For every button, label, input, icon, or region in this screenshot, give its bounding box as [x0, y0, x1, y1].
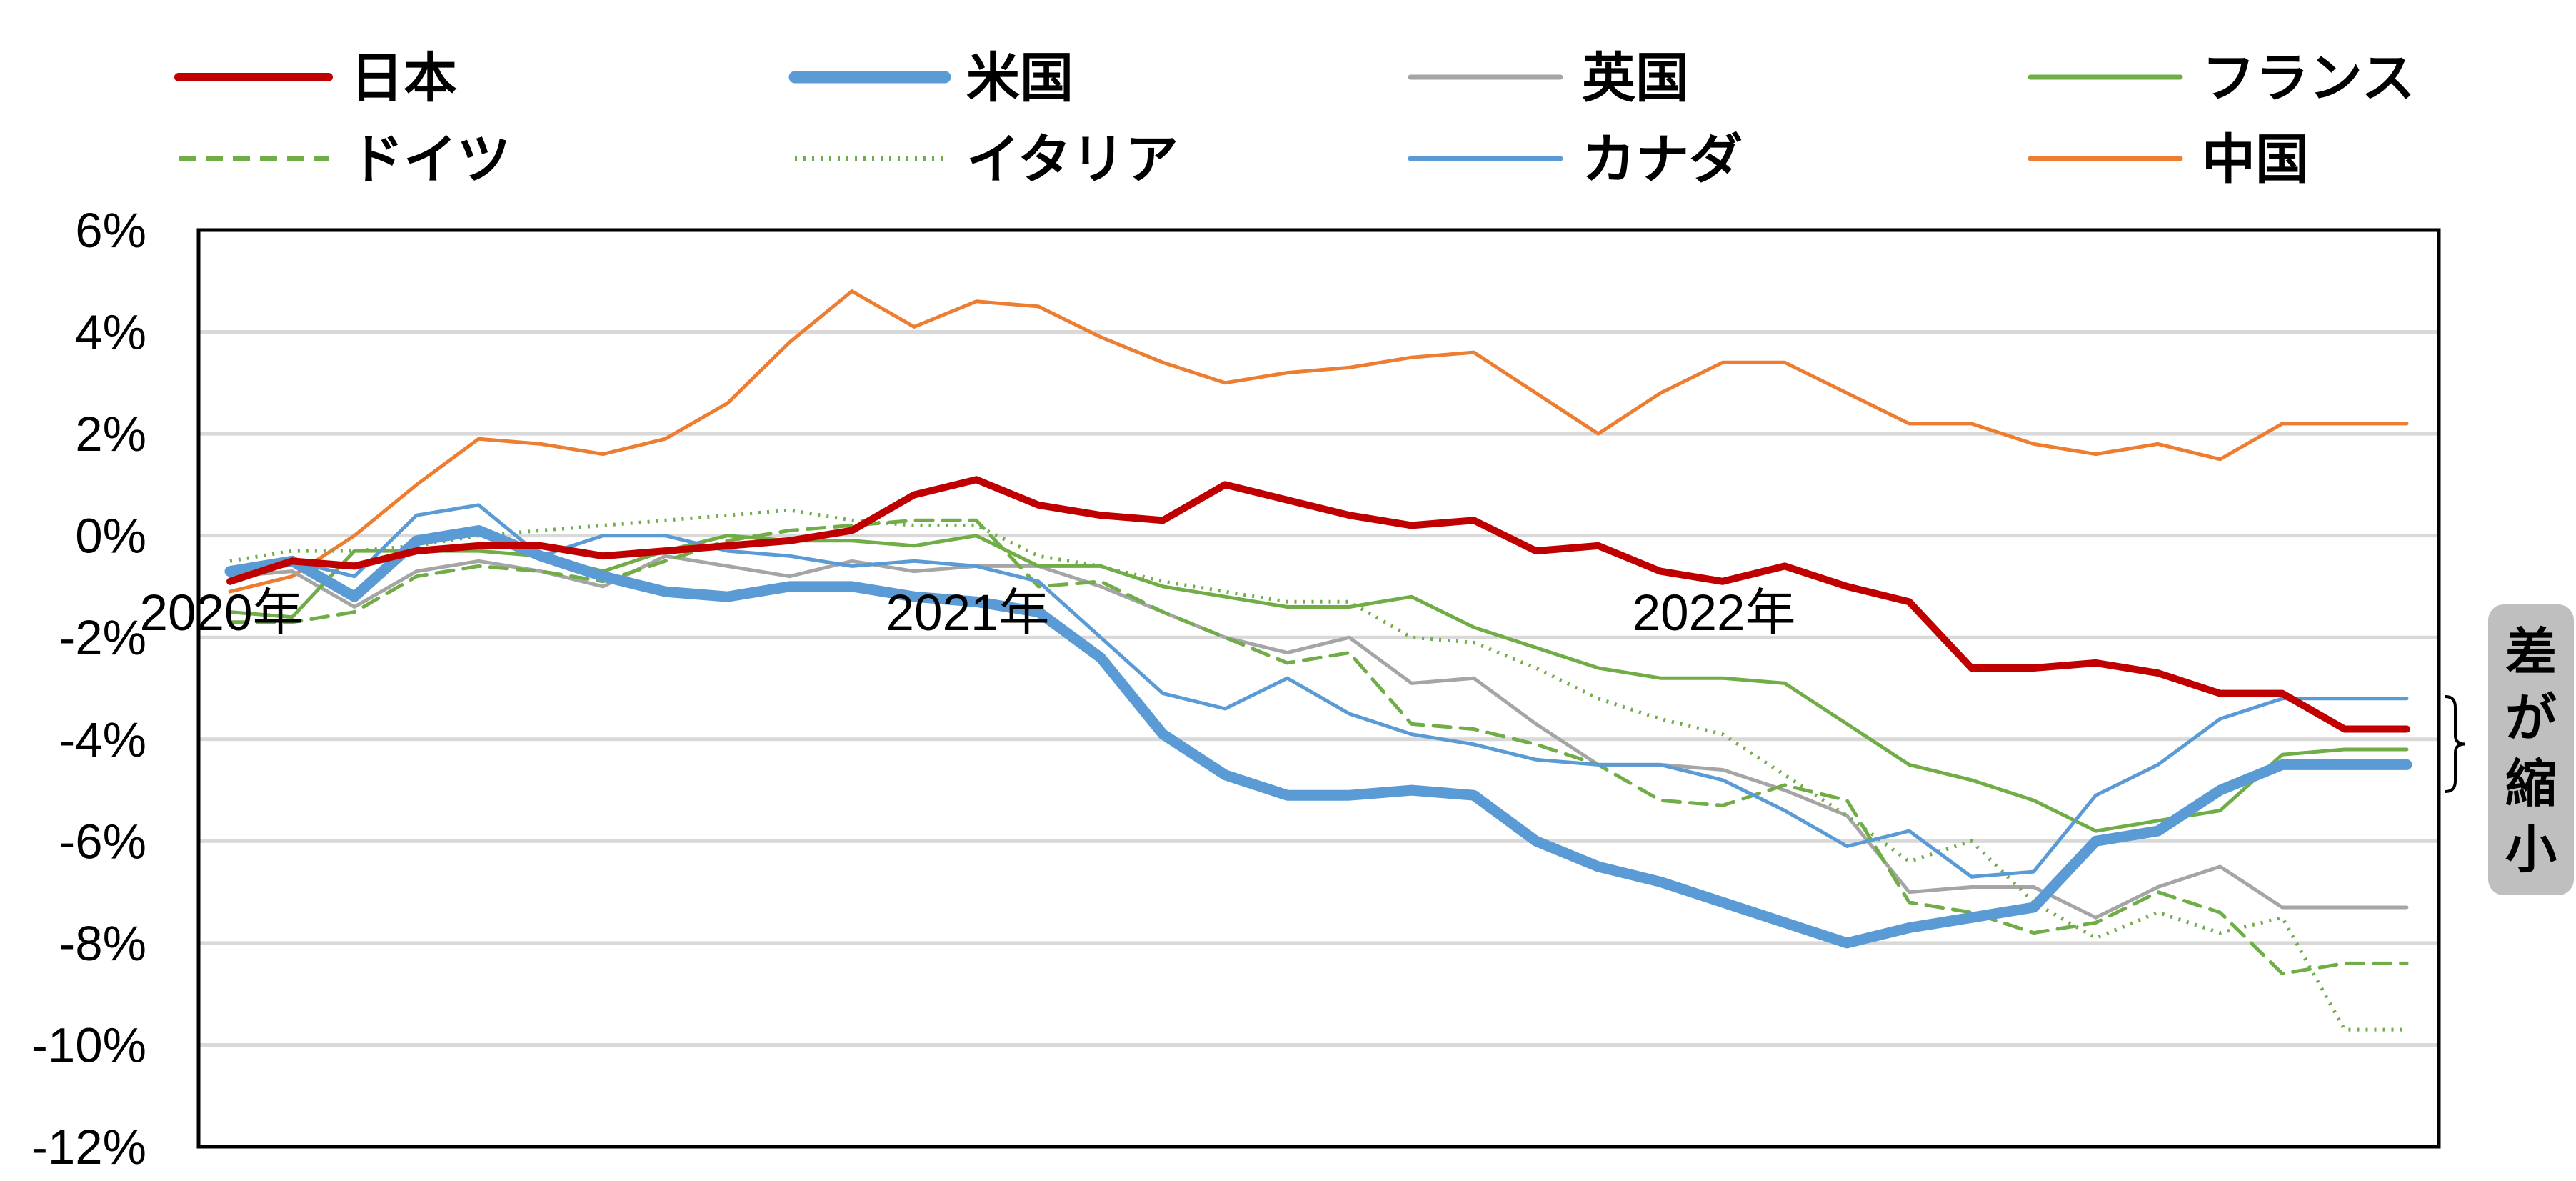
legend-item: イタリア: [795, 128, 1178, 191]
legend-item: カナダ: [1408, 128, 1743, 191]
legend-item: 米国: [788, 46, 1073, 109]
y-tick-label: 6%: [75, 203, 146, 258]
y-axis-ticks: 6% 4% 2% 0% -2% -4% -6% -8% -10% -12%: [31, 203, 146, 1175]
legend-label: フランス: [2202, 46, 2415, 109]
y-tick-label: -2%: [59, 610, 146, 665]
legend-item: ドイツ: [179, 128, 511, 191]
callout-char: 差: [2505, 622, 2557, 682]
x-year-label: 2021年: [886, 585, 1050, 642]
legend-label: イタリア: [966, 128, 1178, 191]
y-tick-label: -8%: [59, 916, 146, 971]
legend-item: フランス: [2028, 46, 2415, 109]
y-tick-label: -12%: [31, 1120, 146, 1175]
legend-item: 英国: [1408, 46, 1689, 109]
legend-item: 中国: [2028, 128, 2309, 191]
callout-brace: [2445, 695, 2466, 793]
plot-frame: [196, 228, 2441, 1149]
y-tick-label: -4%: [59, 712, 146, 767]
legend-label: 中国: [2202, 128, 2309, 191]
legend-label: 日本: [350, 46, 457, 109]
legend-label: カナダ: [1582, 128, 1743, 191]
legend-item: 日本: [174, 46, 457, 109]
y-tick-label: 0%: [75, 509, 146, 564]
y-tick-label: 2%: [75, 407, 146, 462]
legend-label: ドイツ: [350, 128, 511, 191]
series-line-6: [228, 503, 2409, 879]
x-year-label: 2020年: [140, 585, 304, 642]
y-tick-label: 4%: [75, 305, 146, 360]
series-line-0: [226, 476, 2410, 733]
y-tick-label: -6%: [59, 814, 146, 869]
x-year-label: 2022年: [1633, 585, 1796, 642]
gridlines: [199, 330, 2439, 1047]
series-line-3: [228, 534, 2409, 833]
series-line-7: [228, 289, 2409, 594]
y-tick-label: -10%: [31, 1017, 146, 1072]
series-line-5: [229, 508, 2407, 1032]
callout-char: 縮: [2505, 754, 2557, 814]
legend-label: 米国: [966, 46, 1073, 109]
series-layer: [224, 289, 2412, 1032]
x-axis-year-labels: 2020年 2021年 2022年: [140, 585, 1796, 642]
callout-box: [2488, 604, 2574, 895]
legend-label: 英国: [1582, 46, 1689, 109]
callout-char: が: [2505, 688, 2557, 748]
series-line-1: [224, 525, 2412, 949]
series-line-4: [228, 518, 2409, 976]
callout-char: 小: [2505, 819, 2557, 879]
